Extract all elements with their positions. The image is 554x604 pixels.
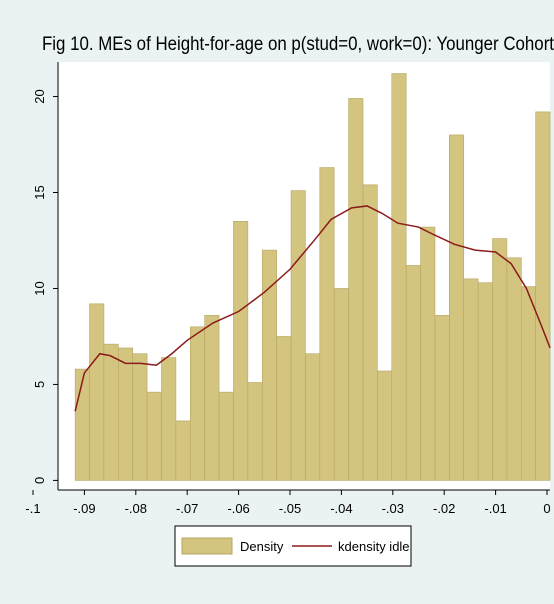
bar xyxy=(449,134,465,481)
density-line xyxy=(74,205,551,412)
bar xyxy=(175,420,191,481)
legend-label: Density xyxy=(240,539,284,554)
bar xyxy=(477,282,493,481)
bar xyxy=(348,98,364,481)
bar xyxy=(103,343,119,481)
y-tick-label: 15 xyxy=(32,185,47,199)
bar xyxy=(218,391,234,481)
y-tick-label: 5 xyxy=(32,381,47,388)
x-tick-label: -.08 xyxy=(125,501,147,516)
bar xyxy=(261,249,277,481)
bar xyxy=(362,184,378,481)
bar xyxy=(118,347,134,481)
bar xyxy=(247,382,263,481)
bar xyxy=(405,265,421,481)
bar xyxy=(391,73,407,481)
bar xyxy=(189,326,205,481)
x-tick-label: -.07 xyxy=(176,501,198,516)
bar xyxy=(333,288,349,481)
x-tick-label: -.02 xyxy=(433,501,455,516)
bar xyxy=(434,315,450,481)
x-tick-label: -.01 xyxy=(484,501,506,516)
bar xyxy=(146,391,162,481)
bar xyxy=(377,370,393,481)
bar xyxy=(319,167,335,481)
y-tick-label: 20 xyxy=(32,89,47,103)
legend-swatch xyxy=(181,537,233,555)
x-tick-label: -.1 xyxy=(25,501,40,516)
x-tick-label: -.04 xyxy=(330,501,352,516)
x-tick-label: -.05 xyxy=(279,501,301,516)
legend-label: kdensity idle xyxy=(338,539,410,554)
bar xyxy=(520,286,536,481)
bar xyxy=(89,303,105,481)
bar xyxy=(204,315,220,481)
bar xyxy=(161,357,177,481)
bar xyxy=(290,190,306,481)
bar xyxy=(463,278,479,481)
bar xyxy=(276,336,292,481)
bar xyxy=(74,368,90,481)
x-tick-label: -.09 xyxy=(73,501,95,516)
y-tick-label: 0 xyxy=(32,477,47,484)
x-tick-label: 0 xyxy=(543,501,550,516)
bar xyxy=(132,353,148,481)
y-tick-label: 10 xyxy=(32,281,47,295)
x-tick-label: -.03 xyxy=(382,501,404,516)
bar xyxy=(506,257,522,481)
bar xyxy=(492,238,508,481)
bar xyxy=(535,111,551,481)
x-tick-label: -.06 xyxy=(227,501,249,516)
chart-title: Fig 10. MEs of Height-for-age on p(stud=… xyxy=(42,34,554,55)
bar xyxy=(233,221,249,481)
bar xyxy=(420,226,436,481)
bar xyxy=(305,353,321,481)
